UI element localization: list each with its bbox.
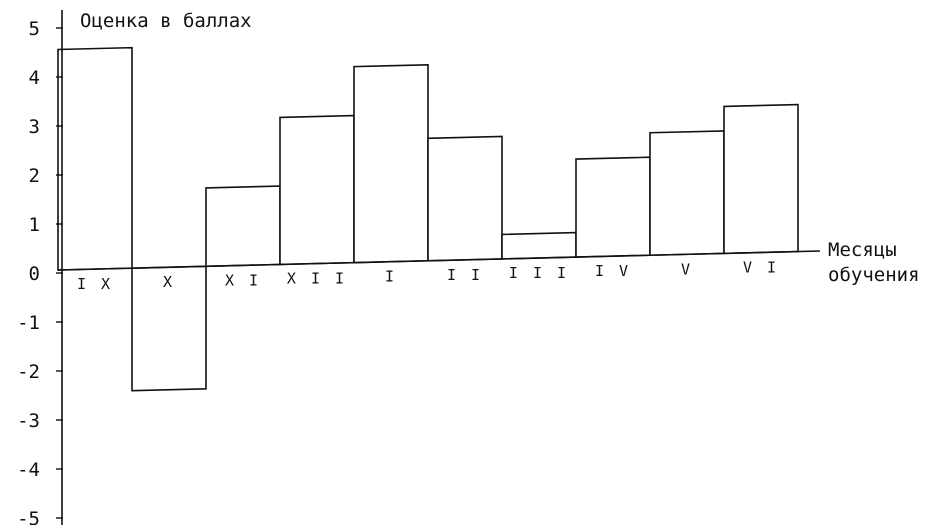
bar-II [427, 135, 503, 262]
y-tick-label-3: 3 [29, 116, 40, 138]
x-axis-title-line-2: обучения [828, 264, 920, 286]
x-tick-label-IX: I X [77, 275, 113, 293]
y-tick-label--2: -2 [17, 361, 40, 383]
y-axis-title: Оценка в баллах [80, 10, 252, 32]
x-axis-line [57, 250, 821, 271]
x-tick-label-XII: X I I [287, 270, 347, 288]
bar-XII [279, 114, 355, 266]
y-tick-label--3: -3 [17, 410, 40, 432]
x-tick-label-I: I [385, 268, 397, 286]
y-tick-label-5: 5 [29, 18, 40, 40]
x-tick-label-IV: I V [595, 262, 631, 280]
bar-IX [57, 46, 133, 271]
axes-group [56, 10, 821, 525]
y-tick-label-0: 0 [29, 263, 40, 285]
x-axis-title-line-1: Месяцы [828, 239, 897, 261]
bar-IV [575, 156, 651, 258]
x-tick-label-II: I I [447, 266, 483, 284]
bar-V [649, 130, 725, 257]
bar-III [501, 231, 577, 260]
y-tick-label--1: -1 [17, 312, 40, 334]
bars-group [57, 46, 799, 392]
y-tick-label-2: 2 [29, 165, 40, 187]
x-tick-label-VI: V I [743, 258, 779, 276]
bar-XI [205, 185, 281, 268]
x-tick-label-III: I I I [509, 264, 569, 282]
y-tick-label-4: 4 [29, 67, 40, 89]
x-tick-label-X: X [163, 273, 175, 291]
y-tick-label-1: 1 [29, 214, 40, 236]
x-tick-label-V: V [681, 260, 693, 278]
labels-group: 5 4 3 2 1 0 -1 -2 -3 -4 -5 I X X X I X I I I I I I I I I V… [17, 18, 779, 525]
bar-VI [723, 103, 799, 255]
y-tick-label--4: -4 [17, 459, 40, 481]
y-tick-label--5: -5 [17, 508, 40, 525]
x-tick-label-XI: X I [225, 271, 261, 289]
bar-I [353, 63, 429, 264]
